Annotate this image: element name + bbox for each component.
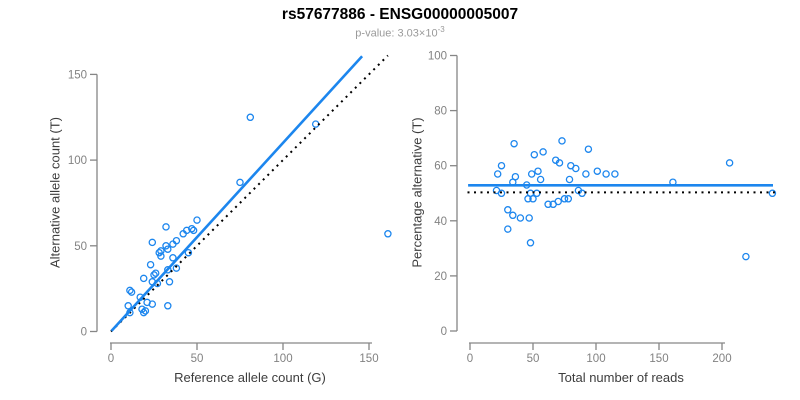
data-point	[529, 195, 537, 203]
data-point	[246, 113, 255, 122]
x-tick-label: 150	[649, 353, 668, 365]
identity-line	[110, 54, 389, 333]
data-point	[511, 172, 520, 181]
x-tick-label: 100	[586, 353, 605, 365]
data-point	[150, 271, 158, 279]
y-tick-label: 100	[428, 51, 447, 63]
data-point	[236, 178, 244, 187]
x-tick-label: 100	[273, 353, 292, 365]
data-point	[510, 139, 518, 148]
data-point	[497, 189, 506, 198]
data-point	[184, 248, 193, 257]
data-point	[146, 260, 155, 269]
right-yaxis-title: Percentage alternative (T)	[409, 117, 425, 268]
percentage-vs-reads-panel: 0 20 40 60 80 100 0 50 100 150 200	[428, 51, 777, 365]
x-tick-label: 50	[527, 353, 540, 365]
data-point	[533, 189, 541, 198]
data-point	[527, 170, 536, 178]
data-point	[534, 167, 542, 175]
x-tick-label: 50	[191, 353, 204, 365]
regression-line	[110, 55, 364, 332]
allele-counts-panel: 0 50 100 150 0 50 100 150	[68, 54, 392, 365]
data-point	[509, 211, 517, 220]
data-point	[564, 195, 573, 203]
data-point	[139, 274, 148, 283]
data-point	[143, 298, 151, 307]
y-tick-label: 0	[81, 327, 87, 339]
y-tick-label: 0	[441, 326, 447, 338]
data-point	[525, 214, 533, 222]
y-tick-label: 100	[68, 155, 87, 167]
data-point	[544, 200, 552, 209]
data-point	[555, 159, 564, 167]
data-point	[554, 197, 562, 206]
data-point	[164, 266, 172, 274]
data-point	[165, 278, 174, 286]
p-value-exponent: -3	[437, 25, 445, 34]
data-point	[164, 302, 172, 310]
data-point	[742, 252, 750, 261]
data-point	[169, 254, 177, 262]
data-point	[504, 225, 512, 233]
data-point	[558, 137, 566, 145]
data-point	[584, 145, 593, 153]
data-point	[530, 150, 539, 159]
y-tick-label: 150	[68, 69, 87, 81]
data-point	[572, 164, 580, 173]
data-point	[526, 239, 535, 247]
y-tick-label: 60	[434, 161, 447, 173]
y-tick-label: 20	[434, 271, 447, 283]
data-point	[188, 224, 196, 233]
data-point	[602, 170, 610, 178]
data-point	[157, 247, 165, 255]
data-point	[725, 159, 734, 167]
p-value-subtitle: p-value: 3.03×10-3	[0, 25, 800, 40]
data-point	[162, 223, 170, 231]
data-point	[162, 242, 170, 250]
data-point	[172, 264, 181, 272]
data-point	[172, 236, 181, 245]
x-tick-label: 200	[712, 353, 731, 365]
data-point	[124, 302, 132, 310]
data-point	[560, 195, 569, 203]
y-tick-label: 80	[434, 106, 447, 118]
x-tick-label: 150	[359, 353, 378, 365]
data-point	[189, 226, 198, 235]
data-point	[516, 214, 525, 222]
data-point	[593, 167, 602, 175]
data-point	[148, 238, 157, 247]
data-point	[151, 269, 160, 277]
data-point	[497, 161, 506, 170]
p-value-text: p-value: 3.03×10	[355, 27, 438, 40]
data-point	[582, 170, 590, 178]
data-point	[126, 286, 134, 295]
left-xaxis-title: Reference allele count (G)	[174, 370, 326, 385]
left-yaxis-title: Alternative allele count (T)	[47, 117, 63, 269]
data-point	[768, 189, 777, 198]
data-point	[493, 170, 502, 178]
x-tick-label: 0	[108, 353, 114, 365]
data-point	[138, 305, 146, 313]
right-xaxis-title: Total number of reads	[558, 370, 684, 385]
data-point	[504, 206, 512, 214]
data-point	[565, 175, 574, 184]
data-point	[536, 175, 545, 184]
data-point	[193, 216, 201, 224]
y-tick-label: 40	[434, 216, 447, 228]
data-point	[539, 148, 547, 156]
data-point	[155, 248, 163, 257]
y-tick-label: 50	[74, 241, 87, 253]
page-title: rs57677886 - ENSG00000005007	[281, 6, 519, 23]
x-tick-label: 0	[467, 353, 473, 365]
data-point	[127, 288, 136, 296]
data-point	[384, 230, 392, 238]
data-point	[611, 170, 619, 178]
